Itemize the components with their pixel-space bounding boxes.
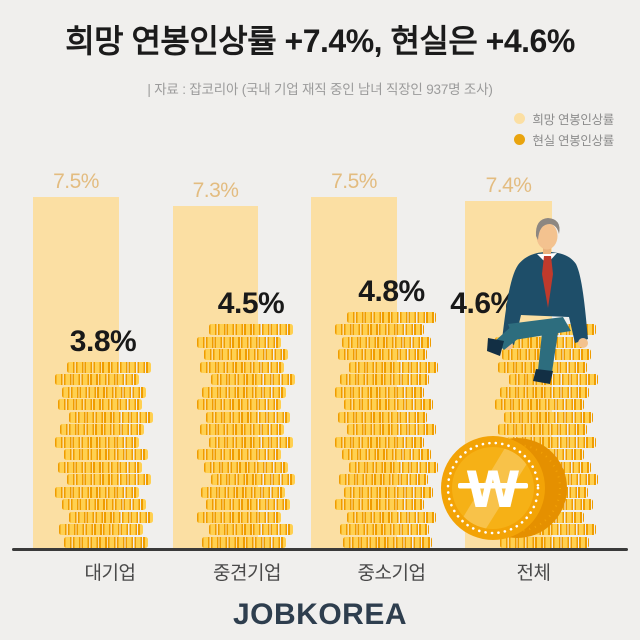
coin-row	[200, 424, 284, 435]
coin-row	[507, 524, 596, 535]
hope-value-label: 7.3%	[192, 178, 239, 202]
coin-row	[58, 461, 142, 473]
coin-row	[335, 324, 424, 335]
coin-row	[211, 474, 295, 485]
coin-row	[209, 524, 293, 535]
coin-row	[58, 399, 142, 410]
coin-row	[204, 349, 288, 360]
coin-row	[504, 411, 593, 423]
coin-row	[64, 449, 148, 460]
coin-row	[209, 436, 293, 448]
category-label-전체: 전체	[516, 563, 551, 584]
coin-row	[67, 474, 151, 485]
coin-row	[339, 474, 428, 485]
coin-row	[498, 424, 587, 435]
coin-row	[206, 499, 290, 510]
coin-row	[67, 361, 151, 373]
hope-value-label: 7.4%	[485, 174, 532, 198]
category-label-대기업: 대기업	[84, 563, 136, 584]
legend-label: 현실 연봉인상률	[532, 134, 614, 148]
won-coin-icon: W	[441, 436, 567, 540]
coin-row	[62, 499, 146, 510]
coin-row	[347, 311, 436, 323]
coin-row	[347, 511, 436, 523]
coin-row	[204, 461, 288, 473]
coin-row	[197, 336, 281, 348]
coin-row	[60, 424, 144, 435]
coin-row	[335, 436, 424, 448]
x-axis-line	[12, 548, 628, 551]
coin-row	[340, 374, 429, 385]
coin-row	[197, 399, 281, 410]
coin-row	[347, 424, 436, 435]
coin-row	[206, 411, 290, 423]
coin-row	[349, 361, 438, 373]
coin-row	[507, 436, 596, 448]
coin-row	[342, 336, 431, 348]
coin-row	[342, 449, 431, 460]
coin-row	[69, 411, 153, 423]
coin-row	[201, 486, 285, 498]
coin-row	[343, 536, 432, 548]
coin-row	[349, 461, 438, 473]
coin-stack-대기업	[55, 361, 155, 550]
coin-row	[64, 536, 148, 548]
coin-row	[202, 536, 286, 548]
coin-row	[500, 386, 589, 398]
page-title: 희망 연봉인상률 +7.4%, 현실은 +4.6%	[65, 23, 575, 59]
legend-dot	[514, 113, 526, 124]
coin-row	[69, 511, 153, 523]
coin-stack-중견기업	[197, 324, 297, 549]
legend-dot	[514, 134, 526, 145]
source-note: | 자료 : 잡코리아 (국내 기업 재직 중인 남녀 직장인 937명 조사)	[147, 82, 493, 97]
real-value-label: 4.5%	[217, 287, 285, 320]
coin-row	[338, 411, 427, 423]
jobkorea-logo: JOBKOREA	[232, 598, 408, 631]
coin-row	[344, 486, 433, 498]
coin-row	[62, 386, 146, 398]
coin-row	[340, 524, 429, 535]
coin-row	[55, 436, 139, 448]
coin-row	[59, 524, 143, 535]
category-label-중소기업: 중소기업	[357, 563, 426, 584]
coin-row	[197, 511, 281, 523]
coin-row	[344, 399, 433, 410]
real-value-label: 3.8%	[69, 324, 137, 358]
coin-row	[500, 536, 589, 548]
coin-row	[197, 449, 281, 460]
coin-row	[211, 374, 295, 385]
businessman-illustration	[487, 218, 588, 384]
legend-item-1: 현실 연봉인상률	[514, 131, 614, 148]
hope-value-label: 7.5%	[53, 169, 99, 193]
real-value-label: 4.8%	[358, 274, 425, 308]
coin-row	[335, 499, 424, 510]
coin-row	[200, 361, 284, 373]
coin-row	[495, 399, 584, 410]
coin-row	[338, 349, 427, 360]
coin-row	[55, 374, 139, 385]
coin-row	[335, 386, 424, 398]
legend-item-0: 희망 연봉인상률	[514, 110, 614, 127]
coin-row	[202, 386, 286, 398]
svg-text:W: W	[465, 461, 520, 519]
legend-label: 희망 연봉인상률	[532, 113, 614, 127]
coin-row	[509, 374, 598, 385]
hope-value-label: 7.5%	[331, 169, 377, 193]
coin-row	[55, 486, 139, 498]
category-label-중견기업: 중견기업	[213, 563, 281, 584]
coin-row	[209, 324, 293, 335]
coin-stack-중소기업	[335, 311, 440, 550]
coin-row	[495, 336, 584, 348]
